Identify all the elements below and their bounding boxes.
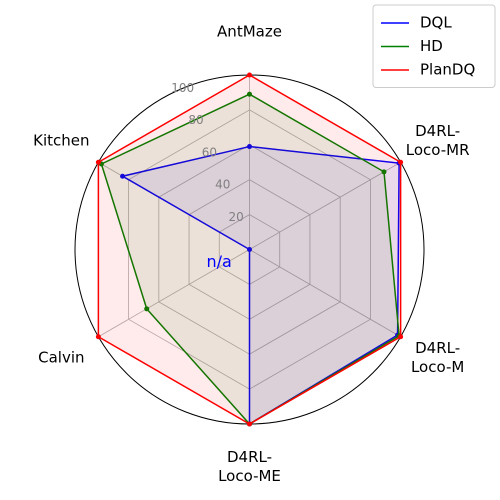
category-label: D4RL- Loco-MR (405, 121, 470, 159)
marker (95, 334, 101, 340)
marker (120, 173, 126, 179)
annotation: n/a (206, 252, 231, 271)
marker (247, 144, 252, 150)
marker (247, 72, 252, 78)
spoke (249, 161, 401, 250)
legend-label: DQL (420, 14, 452, 32)
marker (247, 91, 252, 97)
category-label: D4RL- Loco-ME (218, 447, 281, 485)
spoke (249, 249, 401, 338)
series-area (98, 75, 401, 424)
r-tick-label: 20 (229, 210, 244, 224)
legend-box (372, 4, 496, 88)
category-label: Calvin (38, 348, 85, 367)
marker (247, 421, 252, 427)
legend-label: PlanDQ (420, 61, 475, 79)
legend-label: HD (420, 37, 443, 55)
r-tick-label: 40 (215, 178, 230, 192)
marker (398, 159, 404, 165)
marker (144, 306, 150, 312)
r-tick-label: 60 (202, 145, 217, 159)
series-area (101, 94, 400, 424)
category-label: Kitchen (33, 131, 90, 150)
r-tick-label: 80 (188, 113, 203, 127)
category-label: AntMaze (217, 22, 282, 41)
category-label: D4RL- Loco-M (410, 339, 465, 377)
marker (398, 334, 404, 340)
spoke (98, 249, 250, 338)
marker (247, 247, 252, 252)
marker (381, 169, 387, 175)
r-tick-label: 100 (171, 81, 194, 95)
marker (95, 159, 101, 165)
